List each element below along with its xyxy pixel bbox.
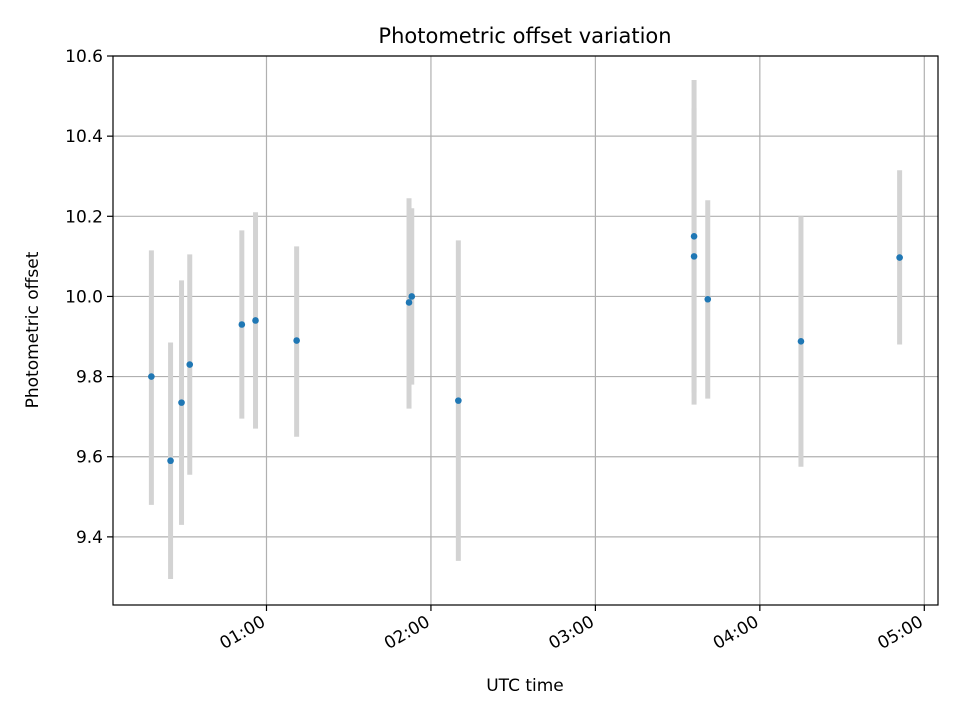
y-tick-label: 9.4 <box>76 528 103 548</box>
x-axis-label: UTC time <box>486 676 564 696</box>
data-points <box>148 233 903 465</box>
chart-title: Photometric offset variation <box>378 24 671 48</box>
data-point <box>704 295 712 303</box>
plot-area <box>113 56 938 605</box>
data-point <box>148 373 155 380</box>
y-tick-label: 9.6 <box>76 448 103 468</box>
y-tick-label: 9.8 <box>76 368 103 388</box>
plot-frame <box>112 55 939 606</box>
data-point <box>178 399 185 406</box>
y-axis: 9.4 9.6 9.8 10.0 10.2 10.4 10.6 <box>65 47 113 548</box>
data-point <box>238 321 246 328</box>
y-tick-label: 10.6 <box>65 47 103 67</box>
data-point <box>455 397 462 404</box>
data-point <box>408 293 416 300</box>
y-tick-label: 10.4 <box>65 127 103 147</box>
data-point <box>405 299 413 306</box>
grid <box>113 55 938 605</box>
data-point <box>252 317 259 324</box>
data-point <box>690 253 698 260</box>
data-point <box>293 337 300 344</box>
data-point <box>186 361 194 368</box>
data-point <box>896 254 903 261</box>
data-point <box>797 338 805 345</box>
y-tick-label: 10.2 <box>65 207 103 227</box>
data-point <box>167 457 174 465</box>
y-axis-label: Photometric offset <box>23 251 43 408</box>
y-tick-label: 10.0 <box>65 287 103 307</box>
data-point <box>690 233 698 240</box>
